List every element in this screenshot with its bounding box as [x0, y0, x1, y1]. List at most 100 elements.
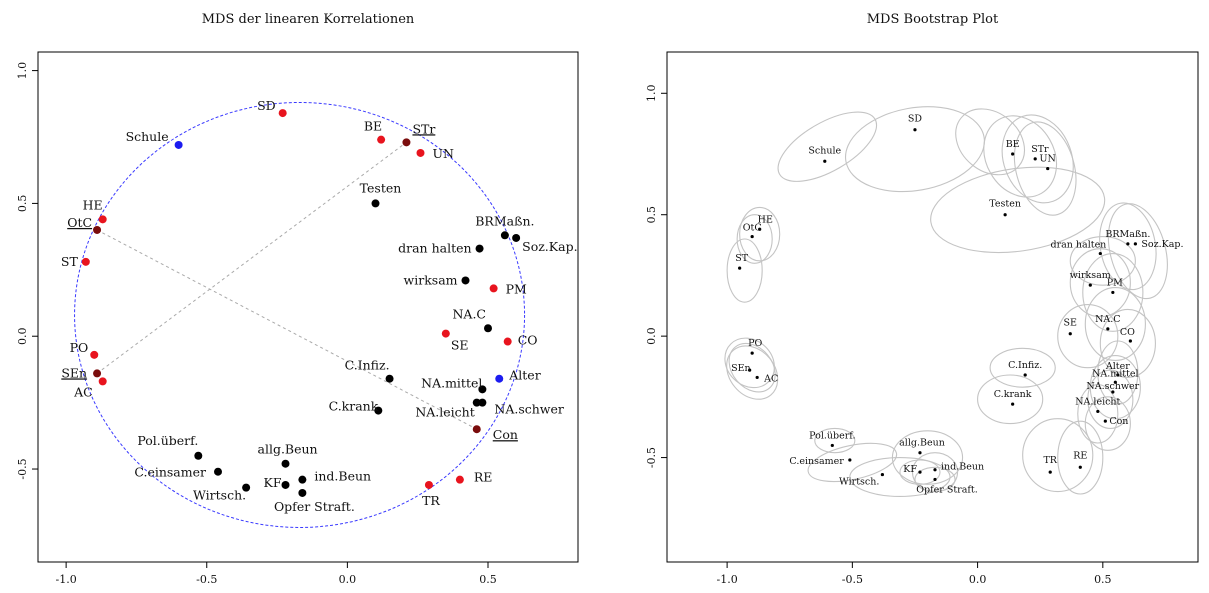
point-label: Con — [493, 427, 518, 442]
point-label: SEn — [731, 363, 751, 374]
unit-circle — [74, 101, 526, 528]
point-label: NA.schwer — [1086, 381, 1139, 392]
point-label: C.Infiz. — [1008, 360, 1042, 371]
point-label: RE — [474, 470, 493, 485]
point-label: SD — [908, 114, 923, 125]
point-marker — [424, 480, 433, 489]
y-tick-label: 0.0 — [645, 327, 658, 345]
point-marker — [93, 369, 102, 378]
point-marker — [880, 472, 885, 477]
point-label: Schule — [808, 145, 841, 156]
point-marker — [1011, 152, 1015, 156]
y-tick-label: 1.0 — [16, 62, 29, 80]
point-marker — [738, 266, 742, 270]
bootstrap-ellipse — [989, 347, 1056, 388]
point-marker — [402, 138, 411, 147]
point-marker — [1078, 465, 1082, 469]
point-label: NA.C — [452, 306, 486, 321]
point-label: C.krank — [994, 389, 1032, 400]
y-tick-label: 0.5 — [645, 206, 658, 224]
point-label: Soz.Kap. — [1141, 239, 1183, 250]
bootstrap-ellipse — [1082, 253, 1144, 332]
bootstrap-ellipse — [1069, 248, 1131, 318]
x-tick-label: 0.0 — [339, 573, 357, 586]
bootstrap-ellipse — [814, 427, 856, 454]
point-marker — [416, 148, 425, 157]
point-marker — [1106, 327, 1110, 331]
point-marker — [1003, 213, 1007, 217]
point-label: allg.Beun — [258, 442, 318, 457]
point-label: ind.Beun — [941, 462, 984, 473]
point-label: ST — [735, 253, 749, 264]
point-label: Testen — [360, 180, 402, 195]
bootstrap-ellipse — [1084, 396, 1131, 451]
point-marker — [1011, 402, 1015, 406]
point-label: Soz.Kap. — [522, 239, 577, 254]
point-marker — [830, 443, 834, 448]
x-tick-label: 0.5 — [1094, 573, 1112, 586]
bootstrap-ellipse — [844, 106, 985, 193]
y-tick-label: 0.5 — [16, 195, 29, 213]
x-tick-label: -0.5 — [842, 573, 863, 586]
point-marker — [1033, 157, 1037, 161]
bootstrap-ellipse — [1022, 418, 1094, 493]
point-marker — [489, 284, 498, 293]
point-marker — [918, 470, 922, 474]
point-label: NA.schwer — [494, 402, 564, 417]
bootstrap-ellipse — [728, 342, 776, 393]
point-marker — [377, 135, 386, 144]
point-marker — [281, 480, 290, 489]
point-label: STr — [1031, 144, 1049, 155]
point-label: dran halten — [398, 241, 471, 256]
point-marker — [371, 199, 380, 208]
point-marker — [174, 140, 183, 149]
point-label: TR — [1043, 455, 1057, 466]
point-label: wirksam — [404, 272, 458, 287]
x-tick-label: 0.0 — [969, 573, 987, 586]
point-label: SE — [1064, 318, 1078, 329]
point-marker — [748, 368, 752, 372]
bootstrap-ellipse — [1069, 236, 1136, 286]
bootstrap-ellipse — [726, 238, 763, 303]
point-marker — [475, 244, 484, 253]
point-label: BRMaßn. — [1105, 229, 1150, 240]
point-marker — [500, 231, 509, 240]
point-marker — [495, 374, 504, 383]
bootstrap-ellipse — [899, 459, 941, 485]
point-label: AC — [73, 384, 93, 399]
point-marker — [472, 425, 481, 434]
point-label: STr — [412, 121, 435, 136]
plot-frame — [37, 51, 579, 563]
point-marker — [1111, 390, 1115, 394]
point-marker — [194, 451, 203, 460]
point-label: OtC — [67, 215, 92, 230]
x-tick-label: 0.5 — [479, 573, 497, 586]
point-marker — [750, 234, 754, 239]
bootstrap-ellipse — [777, 111, 878, 182]
y-tick-label: -0.5 — [16, 458, 29, 479]
connector-line — [96, 229, 477, 430]
point-label: C.einsamer — [789, 456, 844, 467]
bootstrap-ellipse — [1077, 384, 1119, 444]
point-label: SEn — [61, 365, 87, 380]
point-label: NA.leicht — [1075, 396, 1120, 407]
bootstrap-ellipse — [849, 457, 951, 497]
point-label: TR — [422, 493, 440, 508]
mds-bootstrap-chart: MDS Bootstrap Plot -1.0 -0.5 0.0 0.5 -0.5 0.0 0… — [645, 12, 1199, 586]
bootstrap-ellipse — [1057, 420, 1104, 495]
point-marker — [1068, 332, 1072, 336]
point-marker — [461, 276, 470, 285]
point-marker — [933, 477, 937, 482]
point-label: Pol.überf. — [137, 433, 198, 448]
point-label: wirksam — [1070, 270, 1111, 281]
point-marker — [1133, 242, 1137, 246]
point-marker — [933, 468, 937, 472]
point-marker — [98, 377, 107, 386]
point-label: C.krank — [329, 399, 379, 414]
point-label: Wirtsch. — [839, 477, 879, 488]
bootstrap-ellipse — [807, 442, 898, 483]
point-marker — [93, 225, 102, 234]
point-marker — [98, 215, 107, 224]
point-label: UN — [1040, 154, 1056, 165]
bootstrap-ellipse — [1099, 308, 1156, 378]
